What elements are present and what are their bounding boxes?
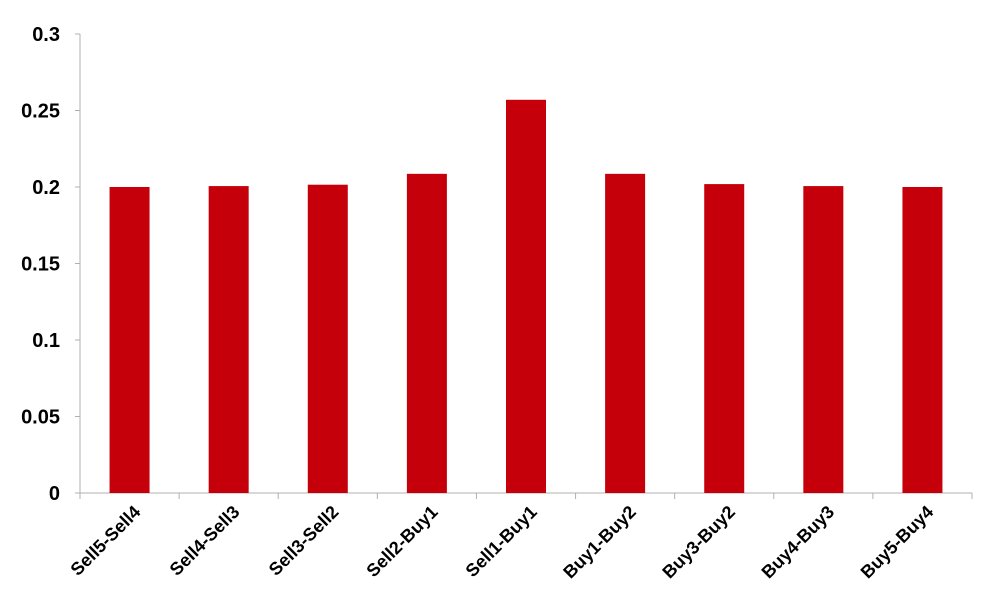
bar-buy1-buy2 [605, 173, 646, 494]
x-tick-label: Buy5-Buy4 [857, 502, 938, 583]
bar-buy3-buy2 [704, 184, 745, 493]
bar-sell2-buy1 [406, 173, 447, 494]
x-tick-label: Sell2-Buy1 [362, 502, 441, 581]
x-tick-label: Buy1-Buy2 [559, 502, 640, 583]
y-tick-label: 0.3 [32, 24, 60, 46]
bar-sell3-sell2 [307, 184, 348, 493]
y-tick-label: 0.05 [21, 407, 60, 429]
x-tick-label: Buy3-Buy2 [658, 502, 739, 583]
x-tick-label: Sell3-Sell2 [265, 502, 343, 580]
y-tick-labels: 0 0.05 0.1 0.15 0.2 0.25 0.3 [21, 24, 60, 505]
x-tick-label: Sell4-Sell3 [166, 502, 244, 580]
x-tick-label: Sell5-Sell4 [67, 502, 145, 580]
bar-buy4-buy3 [803, 186, 844, 493]
bar-sell4-sell3 [208, 186, 249, 493]
x-tick-labels: Sell5-Sell4 Sell4-Sell3 Sell3-Sell2 Sell2-B… [67, 502, 938, 583]
bar-buy5-buy4 [902, 187, 943, 493]
y-tick-label: 0.15 [21, 254, 60, 276]
y-tick-label: 0.25 [21, 101, 60, 123]
x-tick-label: Buy4-Buy3 [758, 502, 839, 583]
y-tick-label: 0.1 [32, 330, 60, 352]
bar-sell1-buy1 [506, 99, 546, 493]
y-tick-label: 0 [49, 483, 60, 505]
y-tick-label: 0.2 [32, 177, 60, 199]
bars [109, 99, 943, 494]
x-tick-label: Sell1-Buy1 [462, 502, 541, 581]
bar-sell5-sell4 [109, 187, 150, 493]
